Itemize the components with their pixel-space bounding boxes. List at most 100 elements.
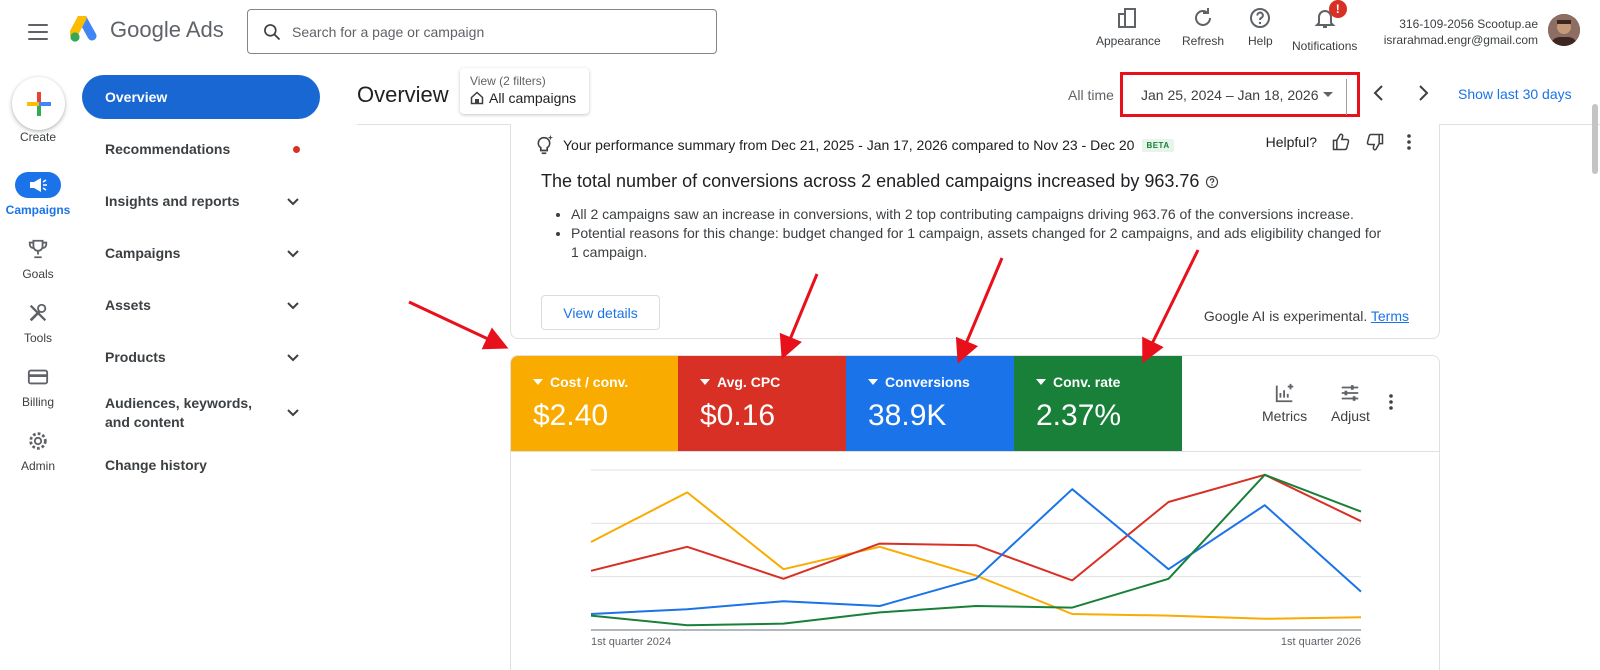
chevron-left-icon[interactable] [1368, 82, 1390, 104]
summary-title: The total number of conversions across 2… [541, 171, 1200, 191]
rail-item-campaigns[interactable]: Campaigns [0, 172, 76, 217]
date-range-selector[interactable]: Jan 25, 2024 – Jan 18, 2026 [1120, 72, 1360, 117]
summary-headline: Your performance summary from Dec 21, 20… [563, 137, 1135, 153]
metric-tile-cost-per-conv[interactable]: Cost / conv. $2.40 [511, 356, 678, 451]
series-line-avg-cpc[interactable] [590, 473, 1362, 582]
credit-card-icon [27, 369, 49, 385]
notifications-button[interactable]: ! Notifications [1292, 0, 1358, 53]
create-button[interactable] [12, 77, 65, 130]
more-vert-icon[interactable] [1381, 392, 1401, 412]
rail-label-campaigns: Campaigns [5, 203, 71, 217]
create-label: Create [19, 130, 57, 144]
view-filters-label: View (2 filters) [470, 74, 546, 88]
appearance-icon [1118, 8, 1137, 28]
chevron-down-icon [287, 301, 299, 309]
rail-item-goals[interactable]: Goals [0, 236, 76, 281]
show-last-30-days-link[interactable]: Show last 30 days [1458, 86, 1572, 102]
nav-item-change-history[interactable]: Change history [105, 456, 300, 475]
tools-icon [29, 303, 47, 322]
rail-label-goals: Goals [22, 267, 54, 281]
chevron-right-icon[interactable] [1412, 82, 1434, 104]
ai-disclaimer: Google AI is experimental. Terms [1204, 308, 1409, 324]
search-box[interactable] [247, 9, 717, 54]
adjust-label: Adjust [1331, 408, 1370, 424]
chevron-down-icon [287, 409, 299, 417]
nav-label-products: Products [105, 349, 166, 365]
help-circle-icon[interactable] [1205, 175, 1219, 189]
nav-item-overview[interactable]: Overview [82, 75, 320, 119]
nav-label-insights: Insights and reports [105, 193, 240, 209]
more-vert-icon[interactable] [1399, 132, 1419, 152]
chevron-down-icon [287, 353, 299, 361]
avatar[interactable] [1548, 14, 1580, 46]
nav-item-campaigns[interactable]: Campaigns [105, 244, 300, 263]
help-button[interactable]: Help [1248, 6, 1273, 48]
series-line-cost-conv[interactable] [590, 491, 1362, 620]
appearance-button[interactable]: Appearance [1096, 6, 1161, 48]
google-ads-logo-icon [70, 16, 97, 42]
series-line-conversions[interactable] [590, 488, 1362, 615]
trophy-icon [28, 239, 48, 259]
dropdown-triangle-icon [533, 379, 543, 385]
rail-item-admin[interactable]: Admin [0, 428, 76, 473]
metrics-button[interactable]: Metrics [1262, 382, 1307, 424]
refresh-button[interactable]: Refresh [1182, 6, 1224, 48]
helpful-label: Helpful? [1265, 134, 1317, 150]
nav-label-assets: Assets [105, 297, 151, 313]
date-range-text: Jan 25, 2024 – Jan 18, 2026 [1141, 86, 1319, 103]
view-campaigns-label: All campaigns [489, 90, 577, 106]
performance-summary-card: Your performance summary from Dec 21, 20… [510, 124, 1440, 339]
metrics-chart-card: Cost / conv. $2.40 Avg. CPC $0.16 Conver… [510, 355, 1440, 670]
nav-label-audiences: Audiences, keywords, and content [105, 395, 253, 430]
nav-item-audiences[interactable]: Audiences, keywords, and content [105, 394, 300, 432]
x-tick-label: 1st quarter 2026 [1281, 636, 1361, 648]
nav-item-insights[interactable]: Insights and reports [105, 192, 300, 211]
help-icon [1250, 8, 1271, 28]
rail-item-billing[interactable]: Billing [0, 364, 76, 409]
rail-item-tools[interactable]: Tools [0, 300, 76, 345]
nav-label-change-history: Change history [105, 457, 207, 473]
left-rail: Create Campaigns Goals Tools Billing Adm… [0, 64, 76, 670]
performance-line-chart: 1st quarter 2024 1st quarter 2026 [590, 469, 1362, 648]
metric-tile-conv-rate[interactable]: Conv. rate 2.37% [1014, 356, 1182, 451]
notification-badge: ! [1328, 0, 1347, 18]
thumbs-down-icon[interactable] [1365, 132, 1385, 152]
chevron-down-icon [287, 197, 299, 205]
rail-label-admin: Admin [20, 459, 55, 473]
thumbs-up-icon[interactable] [1331, 132, 1351, 152]
view-details-button[interactable]: View details [541, 295, 660, 330]
ai-note-text: Google AI is experimental. [1203, 308, 1368, 324]
metric-value: $2.40 [533, 399, 609, 432]
avatar-photo [1548, 14, 1580, 46]
recommendations-dot [293, 146, 300, 153]
refresh-label: Refresh [1182, 34, 1225, 48]
refresh-icon [1195, 8, 1212, 26]
metric-tile-conversions[interactable]: Conversions 38.9K [846, 356, 1014, 451]
nav-item-recommendations[interactable]: Recommendations [105, 140, 300, 159]
account-info[interactable]: 316-109-2056 Scootup.ae israrahmad.engr@… [1384, 16, 1538, 48]
annotation-arrow [408, 300, 509, 350]
google-ads-logo[interactable]: Google Ads [70, 16, 224, 44]
metric-name: Cost / conv. [550, 374, 629, 390]
search-input[interactable] [292, 23, 692, 40]
view-filter-button[interactable]: View (2 filters) All campaigns [460, 68, 589, 114]
series-line-conv-rate[interactable] [590, 473, 1362, 627]
notifications-label: Notifications [1292, 39, 1358, 53]
gear-icon [29, 432, 47, 450]
bell-icon [1314, 10, 1336, 28]
adjust-button[interactable]: Adjust [1331, 382, 1370, 424]
scrollbar-thumb[interactable] [1592, 104, 1598, 174]
nav-item-products[interactable]: Products [105, 348, 300, 367]
date-range-divider [1346, 79, 1347, 115]
metric-value: $0.16 [700, 399, 776, 432]
hamburger-menu-icon[interactable] [26, 20, 50, 44]
terms-link[interactable]: Terms [1370, 308, 1409, 324]
rail-label-tools: Tools [23, 331, 52, 345]
lightbulb-sparkle-icon [537, 134, 554, 155]
megaphone-icon [30, 178, 47, 192]
logo-text: Google Ads [110, 17, 224, 42]
nav-item-assets[interactable]: Assets [105, 296, 300, 315]
rail-label-billing: Billing [21, 395, 54, 409]
metric-tile-avg-cpc[interactable]: Avg. CPC $0.16 [678, 356, 846, 451]
sliders-icon [1342, 385, 1359, 401]
